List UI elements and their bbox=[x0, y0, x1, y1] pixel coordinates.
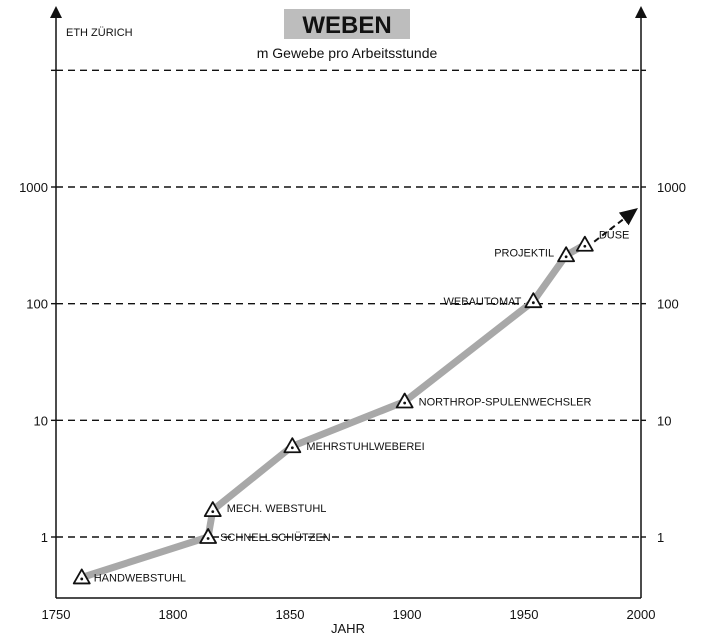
marker-dot bbox=[531, 301, 535, 305]
markers-layer bbox=[72, 235, 594, 585]
institution-label: ETH ZÜRICH bbox=[66, 27, 133, 39]
triangle-marker bbox=[199, 528, 217, 544]
marker-dot bbox=[564, 255, 568, 259]
chart-title: WEBEN bbox=[302, 12, 391, 39]
triangle-marker bbox=[72, 568, 91, 585]
series-line bbox=[78, 241, 589, 581]
point-label: WEBAUTOMAT bbox=[444, 296, 522, 308]
ticks-layer: 1 1 10 10 100 100 1000 1000 1750 1800 1850 1900 1950… bbox=[19, 180, 686, 622]
y-tick-label-right: 100 bbox=[657, 297, 679, 312]
marker-dot bbox=[290, 446, 294, 450]
x-tick-label: 1750 bbox=[42, 607, 71, 622]
triangle-marker bbox=[524, 292, 543, 309]
triangle-marker bbox=[575, 235, 594, 252]
title-box bbox=[284, 9, 410, 39]
point-label: MEHRSTUHLWEBEREI bbox=[306, 441, 424, 453]
y-axis-right-arrow bbox=[635, 6, 647, 18]
y-tick-label-right: 1000 bbox=[657, 180, 686, 195]
trend-arrow bbox=[593, 208, 638, 243]
point-label: NORTHROP-SPULENWECHSLER bbox=[419, 397, 592, 409]
y-tick-label-right: 10 bbox=[657, 413, 671, 428]
x-tick-label: 2000 bbox=[627, 607, 656, 622]
triangle-marker bbox=[203, 501, 222, 518]
y-tick-label-left: 10 bbox=[34, 413, 48, 428]
y-axis-left-arrow bbox=[50, 6, 62, 18]
y-tick-label-right: 1 bbox=[657, 530, 664, 545]
triangle-marker bbox=[395, 392, 414, 409]
labels-layer: HANDWEBSTUHL SCHNELLSCHÜTZEN MECH. WEBSTUH… bbox=[94, 230, 630, 585]
x-axis-label: JAHR bbox=[331, 621, 365, 636]
marker-dot bbox=[80, 577, 84, 581]
chart-subtitle: m Gewebe pro Arbeitsstunde bbox=[257, 45, 438, 61]
point-label: HANDWEBSTUHL bbox=[94, 572, 186, 584]
point-label: DÜSE bbox=[599, 230, 630, 242]
marker-dot bbox=[206, 537, 210, 540]
x-tick-label: 1900 bbox=[393, 607, 422, 622]
marker-dot bbox=[403, 401, 407, 405]
grid-layer bbox=[51, 69, 646, 538]
triangle-marker bbox=[283, 437, 302, 454]
x-tick-label: 1950 bbox=[510, 607, 539, 622]
x-tick-label: 1850 bbox=[276, 607, 305, 622]
y-tick-label-left: 1000 bbox=[19, 180, 48, 195]
marker-dot bbox=[211, 510, 215, 514]
triangle-marker bbox=[557, 246, 576, 263]
x-tick-label: 1800 bbox=[159, 607, 188, 622]
point-label: SCHNELLSCHÜTZEN bbox=[220, 532, 331, 544]
y-tick-label-left: 100 bbox=[26, 297, 48, 312]
series-layer bbox=[78, 208, 638, 581]
point-label: PROJEKTIL bbox=[494, 247, 554, 259]
y-tick-label-left: 1 bbox=[41, 530, 48, 545]
point-label: MECH. WEBSTUHL bbox=[227, 503, 327, 515]
marker-dot bbox=[583, 244, 587, 248]
